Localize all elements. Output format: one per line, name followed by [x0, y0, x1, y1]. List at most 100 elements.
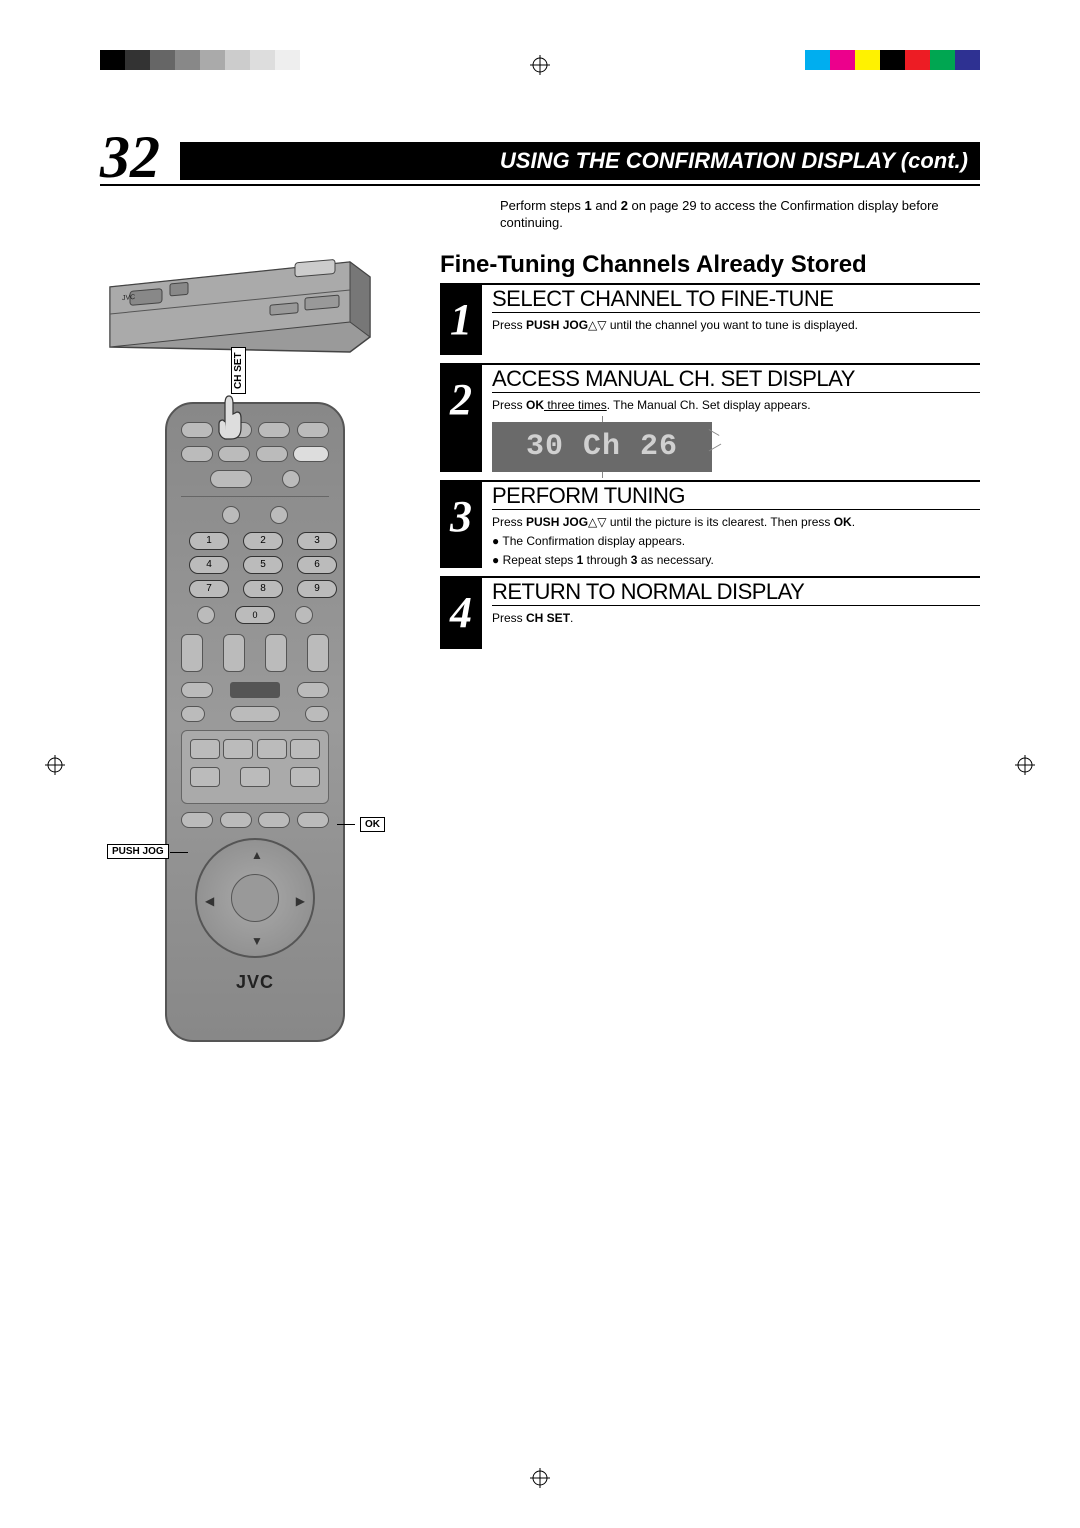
page-header: 32 USING THE CONFIRMATION DISPLAY (cont.… [100, 130, 980, 186]
callout-line [170, 852, 188, 853]
color-swatch [200, 50, 225, 70]
remote-numpad-button: 7 [189, 580, 229, 598]
text: . [852, 515, 855, 529]
remote-button [258, 812, 290, 828]
remote-button [297, 422, 329, 438]
remote-button [181, 706, 205, 722]
text-bold: PUSH JOG [526, 318, 588, 332]
step-2: 2 ACCESS MANUAL CH. SET DISPLAY Press OK… [440, 363, 980, 471]
remote-numpad-button: 3 [297, 532, 337, 550]
step-body: Press OK three times. The Manual Ch. Set… [492, 397, 980, 413]
remote-button [290, 767, 320, 787]
remote-button [290, 739, 320, 759]
text-bold: 1 [585, 198, 592, 213]
text: Press [492, 611, 526, 625]
remote-numpad-button: 8 [243, 580, 283, 598]
remote-numpad-button: 9 [297, 580, 337, 598]
color-swatch [905, 50, 930, 70]
remote-button [181, 634, 203, 672]
remote-button [197, 606, 215, 624]
remote-button [223, 739, 253, 759]
bullet-item: ● The Confirmation display appears. [492, 533, 980, 549]
color-swatch [855, 50, 880, 70]
divider [181, 496, 329, 502]
color-swatch [880, 50, 905, 70]
registration-mark-icon [45, 755, 65, 775]
text: Perform steps [500, 198, 585, 213]
remote-button [307, 634, 329, 672]
step-number: 2 [440, 365, 482, 471]
color-swatch [955, 50, 980, 70]
step-heading: PERFORM TUNING [492, 484, 980, 510]
bullet-item: ● Repeat steps 1 through 3 as necessary. [492, 552, 980, 568]
remote-button [297, 682, 329, 698]
up-arrow-icon: ▲ [251, 848, 263, 862]
remote-button [295, 606, 313, 624]
text: Press [492, 318, 526, 332]
registration-mark-icon [530, 55, 550, 75]
transport-panel [181, 730, 329, 804]
hand-pointer-icon [207, 384, 247, 444]
remote-button [240, 767, 270, 787]
color-swatch [100, 50, 125, 70]
vcr-brand-label: JVC [122, 294, 135, 302]
step-number: 1 [440, 285, 482, 355]
pushjog-callout-label: PUSH JOG [107, 844, 169, 859]
remote-button [190, 767, 220, 787]
intro-text: Perform steps 1 and 2 on page 29 to acce… [500, 198, 980, 232]
text: Repeat steps [503, 553, 577, 567]
section-title: Fine-Tuning Channels Already Stored [440, 252, 980, 277]
illustration-column: JVC CH SET [100, 252, 410, 1042]
remote-button [305, 706, 329, 722]
remote-numpad-button: 4 [189, 556, 229, 574]
text-bold: PUSH JOG [526, 515, 588, 529]
remote-button [265, 634, 287, 672]
text: △▽ until the channel you want to tune is… [588, 318, 858, 332]
page-content: 32 USING THE CONFIRMATION DISPLAY (cont.… [100, 130, 980, 1042]
remote-brand-label: JVC [181, 972, 329, 993]
remote-button [270, 506, 288, 524]
text: Press [492, 398, 526, 412]
text: △▽ until the picture is its clearest. Th… [588, 515, 834, 529]
step-body: Press CH SET. [492, 610, 980, 626]
remote-button [220, 812, 252, 828]
remote-numpad-button: 6 [297, 556, 337, 574]
text: and [592, 198, 621, 213]
color-bars [805, 50, 980, 70]
remote-button [218, 446, 250, 462]
color-swatch [805, 50, 830, 70]
text: The Confirmation display appears. [502, 534, 685, 548]
ok-callout-label: OK [360, 817, 385, 832]
remote-button [282, 470, 300, 488]
remote-button [293, 446, 329, 462]
step-number: 3 [440, 482, 482, 569]
color-swatch [225, 50, 250, 70]
grayscale-bars [100, 50, 300, 70]
step-heading: ACCESS MANUAL CH. SET DISPLAY [492, 367, 980, 393]
text-bold: OK [526, 398, 544, 412]
step-heading: RETURN TO NORMAL DISPLAY [492, 580, 980, 606]
color-swatch [930, 50, 955, 70]
step-body: Press PUSH JOG△▽ until the channel you w… [492, 317, 980, 333]
header-title: USING THE CONFIRMATION DISPLAY (cont.) [180, 142, 980, 180]
text: Press [492, 515, 526, 529]
text: through [583, 553, 630, 567]
step-4: 4 RETURN TO NORMAL DISPLAY Press CH SET. [440, 576, 980, 648]
color-swatch [275, 50, 300, 70]
remote-numpad-button: 1 [189, 532, 229, 550]
remote-numpad-button: 5 [243, 556, 283, 574]
remote-button [222, 506, 240, 524]
color-swatch [150, 50, 175, 70]
right-arrow-icon: ▶ [296, 894, 305, 908]
lcd-text: 30 Ch 26 [526, 430, 678, 464]
remote-ok-button [297, 812, 329, 828]
text-underline: three times [544, 398, 607, 412]
jog-dial: ▲ ▼ ◀ ▶ [195, 838, 315, 958]
vcr-unit-illustration: JVC [100, 252, 380, 362]
remote-button [181, 682, 213, 698]
page-number: 32 [100, 130, 160, 184]
step-3: 3 PERFORM TUNING Press PUSH JOG△▽ until … [440, 480, 980, 569]
lcd-display-illustration: 30 Ch 26 [492, 422, 712, 472]
remote-numpad: 123456789 [189, 532, 321, 598]
remote-button [257, 739, 287, 759]
